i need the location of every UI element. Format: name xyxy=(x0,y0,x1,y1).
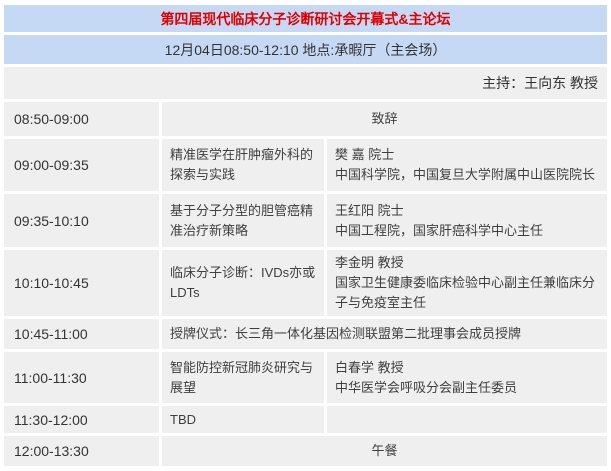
talk-topic: 智能防控新冠肺炎研究与展望 xyxy=(162,352,324,403)
speaker-name: 白春学 教授 xyxy=(335,359,404,375)
time-slot: 09:00-09:35 xyxy=(4,139,159,191)
table-row: 10:10-10:45 临床分子诊断：IVDs亦或LDTs 李金明 教授 国家卫… xyxy=(4,250,607,316)
agenda-title: 第四届现代临床分子诊断研讨会开幕式&主论坛 xyxy=(4,5,607,32)
table-row: 10:45-11:00 授牌仪式：长三角一体化基因检测联盟第二批理事会成员授牌 xyxy=(4,319,607,349)
time-slot: 09:35-10:10 xyxy=(4,194,159,247)
time-slot: 10:45-11:00 xyxy=(4,319,159,349)
table-row: 11:30-12:00 TBD xyxy=(4,406,607,433)
agenda-datetime-location: 12月04日08:50-12:10 地点:承暇厅（主会场） xyxy=(4,35,607,64)
talk-topic: TBD xyxy=(162,406,324,433)
moderator-label: 主持：王向东 教授 xyxy=(4,67,607,99)
event-label: 午餐 xyxy=(162,436,607,466)
speaker-cell: 李金明 教授 国家卫生健康委临床检验中心副主任兼临床分子与免疫室主任 xyxy=(327,250,607,316)
talk-topic: 基于分子分型的胆管癌精准治疗新策略 xyxy=(162,194,324,247)
table-row: 08:50-09:00 致辞 xyxy=(4,102,607,136)
time-slot: 10:10-10:45 xyxy=(4,250,159,316)
speaker-cell: 王红阳 院士 中国工程院，国家肝癌科学中心主任 xyxy=(327,194,607,247)
speaker-affiliation: 国家卫生健康委临床检验中心副主任兼临床分子与免疫室主任 xyxy=(335,275,596,310)
speaker-affiliation: 中国工程院，国家肝癌科学中心主任 xyxy=(335,222,544,238)
speaker-cell xyxy=(327,406,607,433)
agenda-title-row: 第四届现代临床分子诊断研讨会开幕式&主论坛 xyxy=(4,5,607,32)
event-label: 授牌仪式：长三角一体化基因检测联盟第二批理事会成员授牌 xyxy=(162,319,607,349)
speaker-affiliation: 中国科学院，中国复旦大学附属中山医院院长 xyxy=(335,167,596,182)
time-slot: 12:00-13:30 xyxy=(4,436,159,466)
table-row: 09:00-09:35 精准医学在肝肿瘤外科的探索与实践 樊 嘉 院士 中国科学… xyxy=(4,139,607,191)
table-row: 12:00-13:30 午餐 xyxy=(4,436,607,466)
time-slot: 08:50-09:00 xyxy=(4,102,159,136)
talk-topic: 精准医学在肝肿瘤外科的探索与实践 xyxy=(162,139,324,191)
moderator-row: 主持：王向东 教授 xyxy=(4,67,607,99)
speaker-cell: 樊 嘉 院士 中国科学院，中国复旦大学附属中山医院院长 xyxy=(327,139,607,191)
table-row: 11:00-11:30 智能防控新冠肺炎研究与展望 白春学 教授 中华医学会呼吸… xyxy=(4,352,607,403)
speaker-affiliation: 中华医学会呼吸分会副主任委员 xyxy=(335,379,518,395)
speaker-cell: 白春学 教授 中华医学会呼吸分会副主任委员 xyxy=(327,352,607,403)
agenda-date-row: 12月04日08:50-12:10 地点:承暇厅（主会场） xyxy=(4,35,607,64)
time-slot: 11:00-11:30 xyxy=(4,352,159,403)
speaker-name: 樊 嘉 院士 xyxy=(335,147,395,162)
table-row: 09:35-10:10 基于分子分型的胆管癌精准治疗新策略 王红阳 院士 中国工… xyxy=(4,194,607,247)
talk-topic: 临床分子诊断：IVDs亦或LDTs xyxy=(162,250,324,316)
event-label: 致辞 xyxy=(162,102,607,136)
time-slot: 11:30-12:00 xyxy=(4,406,159,433)
speaker-name: 李金明 教授 xyxy=(335,255,404,270)
speaker-name: 王红阳 院士 xyxy=(335,202,404,218)
